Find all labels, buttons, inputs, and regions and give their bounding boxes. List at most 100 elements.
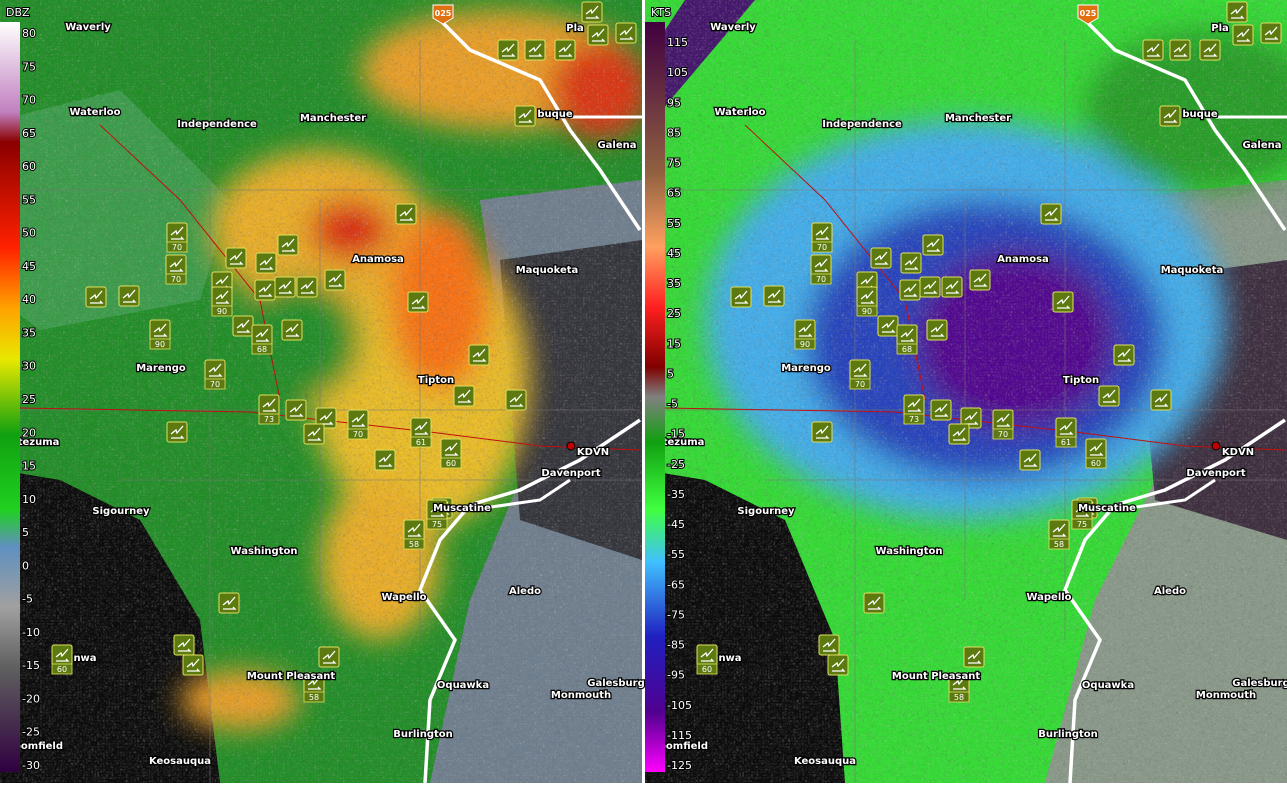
wind-speed: 90 — [862, 307, 872, 316]
city-label: ntezuma — [656, 437, 705, 448]
storm-glyph — [1052, 523, 1067, 537]
route-shield — [1077, 4, 1099, 25]
storm-glyph — [186, 658, 201, 672]
scale-label: 40 — [22, 293, 36, 306]
radar-site — [566, 441, 576, 451]
storm-glyph — [262, 398, 277, 412]
scale-label: 65 — [667, 187, 681, 200]
highway — [469, 115, 642, 512]
scale-label: 105 — [667, 66, 688, 79]
storm-glyph — [399, 207, 414, 221]
speed-box — [903, 413, 925, 425]
storm-glyph — [700, 648, 715, 662]
storm-glyph — [177, 638, 192, 652]
wind-speed: 70 — [817, 243, 827, 252]
wind-speed: 60 — [446, 459, 456, 468]
storm-glyph — [307, 427, 322, 441]
city-label: Anamosa — [997, 254, 1049, 265]
storm-glyph — [351, 413, 366, 427]
storm-glyph — [996, 413, 1011, 427]
speed-box — [204, 378, 226, 390]
storm-glyph — [281, 238, 296, 252]
scale-label: 15 — [667, 337, 681, 350]
panel-overlay: 0257070110909070737061607558605868Waverl… — [645, 1, 1287, 784]
city-label: Pla — [566, 23, 584, 34]
city-label: Monmouth — [551, 690, 611, 701]
speed-box — [51, 663, 73, 675]
storm-glyph — [457, 389, 472, 403]
city-label: Marengo — [136, 363, 186, 374]
storm-glyph — [945, 280, 960, 294]
city-label: Pla — [1211, 23, 1229, 34]
storm-glyph — [952, 427, 967, 441]
speed-box — [856, 305, 878, 317]
scale-label: 20 — [22, 426, 36, 439]
storm-glyph — [444, 442, 459, 456]
storm-glyph — [518, 109, 533, 123]
scale-label: -5 — [22, 593, 33, 606]
storm-glyph — [430, 503, 445, 517]
city-label: Davenport — [1186, 468, 1245, 479]
storm-glyph — [1089, 442, 1104, 456]
city-label: Galena — [597, 140, 636, 151]
speed-box — [426, 518, 448, 530]
speed-box — [303, 691, 325, 703]
city-label: Wapello — [1026, 592, 1071, 603]
city-label: Independence — [822, 119, 902, 130]
color-scale — [0, 22, 20, 772]
scale-label: -125 — [667, 759, 692, 772]
scale-label: -5 — [667, 398, 678, 411]
speed-box — [347, 428, 369, 440]
city-label: Davenport — [541, 468, 600, 479]
storm-glyph — [1102, 389, 1117, 403]
city-label: Manchester — [300, 113, 366, 124]
city-label: buque — [537, 109, 573, 120]
speed-box — [251, 343, 273, 355]
storm-glyph — [907, 398, 922, 412]
city-label: Wapello — [381, 592, 426, 603]
scale-label: 50 — [22, 227, 36, 240]
storm-glyph — [122, 289, 137, 303]
storm-glyph — [1173, 43, 1188, 57]
city-label: Oquawka — [1082, 680, 1134, 691]
city-label: Waterloo — [69, 107, 120, 118]
wind-speed: 90 — [800, 340, 810, 349]
color-scale — [645, 22, 665, 772]
scale-label: 65 — [22, 127, 36, 140]
speed-box — [794, 338, 816, 350]
storm-glyph — [222, 596, 237, 610]
storm-glyph — [307, 676, 322, 690]
wind-speed: 70 — [998, 430, 1008, 439]
storm-glyph — [874, 251, 889, 265]
storm-glyph — [170, 425, 185, 439]
highway — [1114, 115, 1287, 512]
storm-glyph — [822, 638, 837, 652]
storm-glyph — [407, 523, 422, 537]
scale-title: KTS — [651, 6, 671, 19]
storm-glyph — [1023, 453, 1038, 467]
city-label: Muscatine — [433, 503, 491, 514]
storm-glyph — [1044, 207, 1059, 221]
storm-glyph — [1146, 43, 1161, 57]
scale-label: -105 — [667, 699, 692, 712]
city-label: Waverly — [65, 22, 111, 33]
storm-glyph — [814, 258, 829, 272]
storm-glyph — [1203, 43, 1218, 57]
speed-box — [810, 273, 832, 285]
city-label: Maquoketa — [1161, 265, 1224, 276]
storm-glyph — [904, 256, 919, 270]
city-label: Keosauqua — [794, 756, 856, 767]
wind-speed: 73 — [264, 415, 274, 424]
city-label: Galena — [1242, 140, 1281, 151]
storm-glyph — [236, 319, 251, 333]
speed-box — [1048, 538, 1070, 550]
wind-speed: 70 — [816, 275, 826, 284]
city-label: Manchester — [945, 113, 1011, 124]
storm-glyph — [900, 328, 915, 342]
speed-box — [992, 428, 1014, 440]
city-label: Keosauqua — [149, 756, 211, 767]
scale-label: -85 — [667, 639, 685, 652]
scale-label: -35 — [667, 488, 685, 501]
storm-glyph — [378, 453, 393, 467]
city-label: Sigourney — [737, 506, 795, 517]
